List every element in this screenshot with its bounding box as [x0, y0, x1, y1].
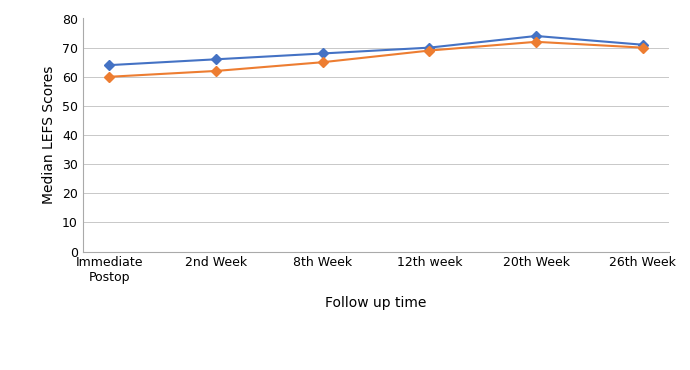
Line: Control: Control [106, 38, 646, 80]
Line: Case: Case [106, 33, 646, 68]
Control [638, 46, 647, 50]
Control [319, 60, 327, 64]
X-axis label: Follow up time: Follow up time [326, 296, 426, 310]
Y-axis label: Median LEFS Scores: Median LEFS Scores [42, 66, 57, 204]
Case [106, 63, 114, 67]
Control [532, 40, 540, 44]
Case [212, 57, 220, 61]
Control [106, 74, 114, 79]
Control [212, 69, 220, 73]
Case [319, 51, 327, 55]
Case [425, 46, 433, 50]
Case [638, 43, 647, 47]
Case [532, 34, 540, 38]
Control [425, 48, 433, 53]
